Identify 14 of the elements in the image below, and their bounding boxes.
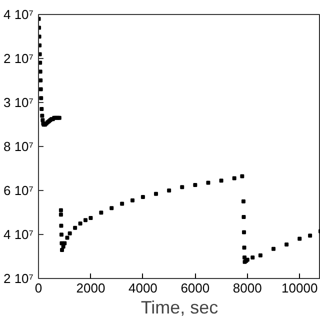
x-tick-label: 4000 [128,280,158,296]
x-tick-label: 8000 [232,280,262,296]
x-tick-label: 6000 [180,280,210,296]
x-tick-label: 2000 [76,280,106,296]
text: 4 10⁷ [3,7,34,22]
text: 6 10⁷ [3,183,34,198]
x-tick-label: 0 [34,280,42,296]
x-axis-title: Time, sec [140,298,218,318]
text: 8 10⁷ [3,139,34,154]
text: 2 10⁷ [3,271,34,286]
text: 2 10⁷ [3,51,34,66]
x-tick-label: 10000 [282,280,318,296]
text: 4 10⁷ [3,227,34,242]
text: 3 10⁷ [3,95,34,110]
